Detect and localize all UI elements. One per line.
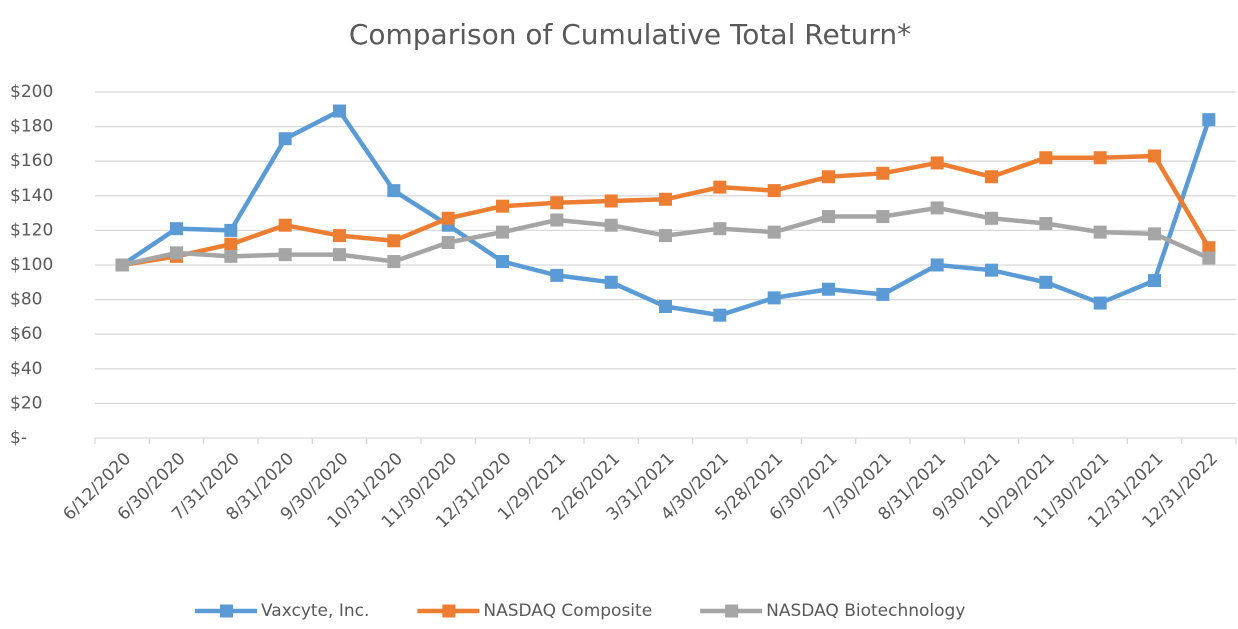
marker [224,223,238,237]
marker [604,194,618,208]
y-tick-label: $200 [10,82,53,102]
marker [496,225,509,239]
marker [1202,113,1216,127]
marker [1093,225,1107,239]
marker [930,258,944,272]
marker [550,196,564,210]
y-tick-label: $100 [10,255,53,275]
chart-title: Comparison of Cumulative Total Return* [349,18,911,51]
marker [604,275,618,289]
marker [1093,296,1107,310]
marker [278,132,292,146]
marker [767,225,781,239]
marker [767,184,781,198]
marker [604,218,618,232]
marker [876,287,890,301]
marker [822,282,835,296]
marker [876,166,890,180]
marker [1039,216,1053,230]
marker [985,263,998,277]
marker [713,222,727,236]
marker [224,249,238,263]
y-tick-label: $180 [10,117,53,137]
legend-marker [725,604,739,618]
marker [1039,151,1053,165]
marker [1039,275,1053,289]
marker [1148,149,1161,163]
marker [1093,151,1107,165]
marker [550,213,564,227]
marker [1202,241,1216,255]
marker [713,308,727,322]
marker [278,248,292,262]
marker [496,199,509,213]
marker [224,237,238,251]
marker [115,258,129,272]
marker [387,184,401,198]
marker [170,246,183,260]
marker [659,300,672,314]
y-tick-label: $140 [10,186,53,206]
legend-label: NASDAQ Biotechnology [766,601,965,621]
y-tick-label: $40 [10,359,42,379]
marker [550,268,564,282]
y-tick-label: $20 [10,393,42,413]
marker [1202,251,1216,265]
marker [333,229,346,243]
marker [767,291,781,305]
marker [496,255,509,269]
marker [170,222,183,236]
marker [659,192,672,206]
legend-label: Vaxcyte, Inc. [261,601,369,621]
y-tick-label: $160 [10,151,53,171]
y-tick-label: $- [10,428,27,448]
marker [985,170,998,184]
legend-label: NASDAQ Composite [483,601,652,621]
marker [333,248,346,262]
marker [441,236,455,250]
marker [441,211,455,225]
marker [387,255,401,269]
marker [659,229,672,243]
marker [713,180,727,194]
legend-marker [220,604,233,618]
y-tick-label: $80 [10,290,42,310]
marker [1148,227,1161,241]
legend-marker [442,604,456,618]
marker [333,104,346,118]
marker [930,156,944,170]
marker [1148,274,1161,288]
marker [387,234,401,248]
marker [985,211,998,225]
y-tick-label: $60 [10,324,42,344]
marker [822,170,835,184]
marker [930,201,944,215]
marker [278,218,292,232]
y-tick-label: $120 [10,220,53,240]
marker [822,210,835,224]
marker [876,210,890,224]
